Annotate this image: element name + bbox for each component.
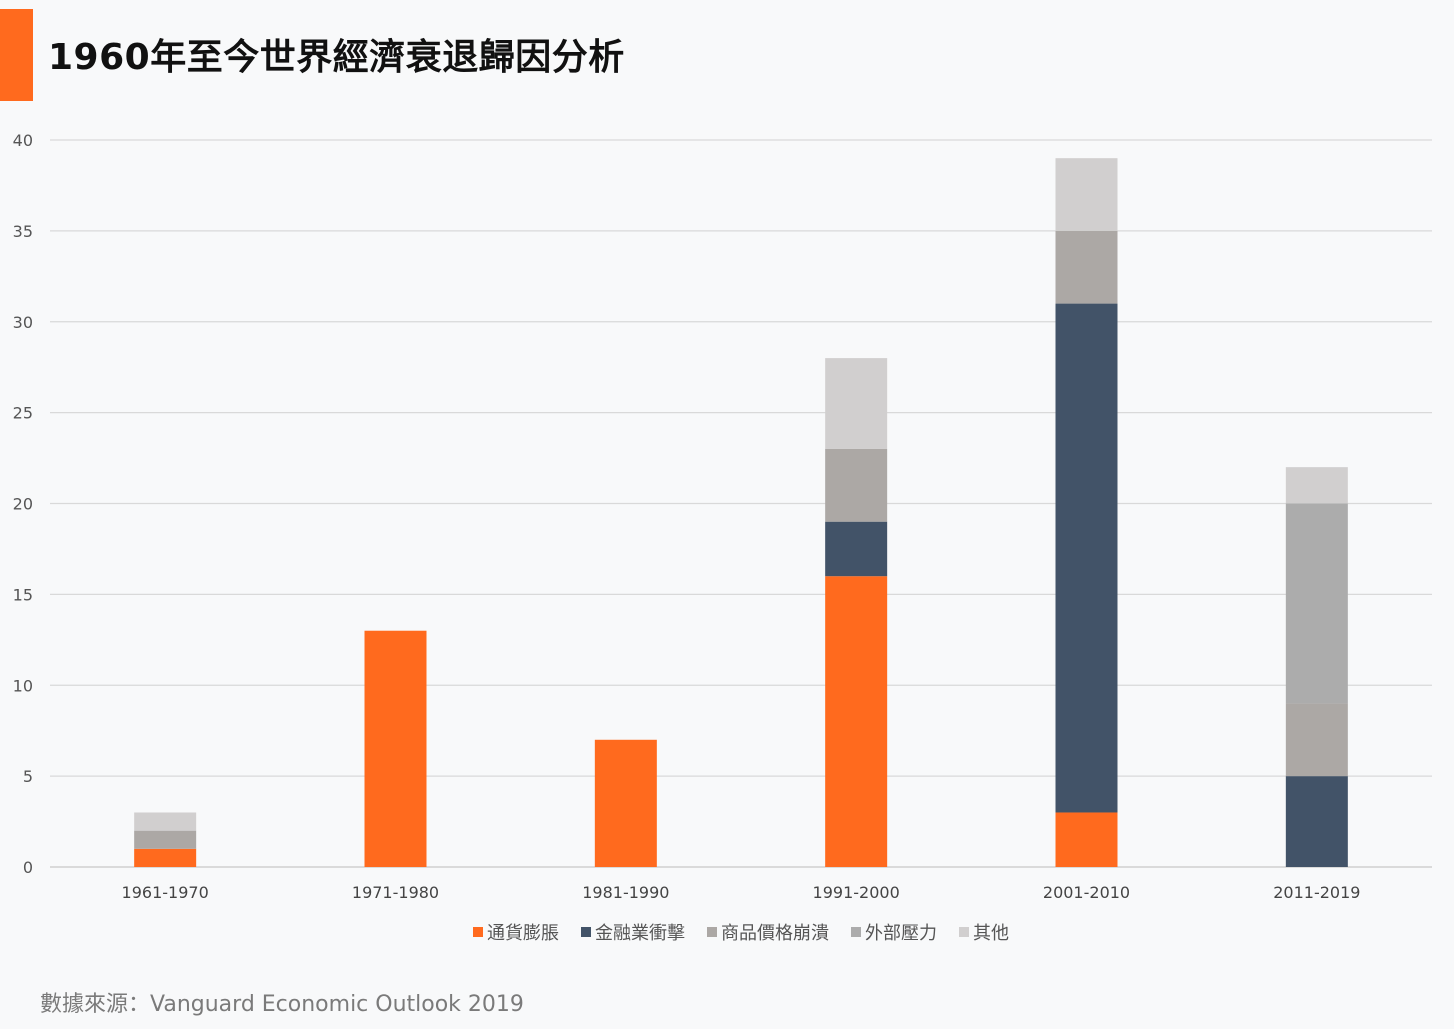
legend-swatch [581,927,591,937]
bar-segment [1285,703,1348,777]
bar-segment [1285,503,1348,704]
legend-swatch [473,927,483,937]
legend-item: 商品價格崩潰 [707,923,829,944]
bar-segment [594,739,657,867]
legend-label: 通貨膨脹 [487,923,559,944]
bar-segment [134,812,197,831]
y-tick-label: 35 [13,222,33,241]
legend-label: 外部壓力 [865,923,937,944]
y-tick-label: 0 [23,858,33,877]
y-tick-label: 10 [13,676,33,695]
legend-item: 金融業衝擊 [581,923,685,944]
x-tick-label: 2001-2010 [1043,883,1130,902]
legend-item: 外部壓力 [851,923,937,944]
x-tick-label: 1971-1980 [352,883,439,902]
y-tick-label: 30 [13,313,33,332]
bar-segment [1055,303,1118,813]
chart-title: 1960年至今世界經濟衰退歸因分析 [48,37,625,78]
bar-segment [364,630,427,867]
legend-swatch [851,927,861,937]
bar-segment [134,830,197,849]
y-tick-label: 15 [13,585,33,604]
legend-item: 其他 [959,923,1009,944]
y-tick-label: 25 [13,404,33,423]
legend-item: 通貨膨脹 [473,923,559,944]
y-tick-label: 20 [13,495,33,514]
x-tick-label: 1961-1970 [122,883,209,902]
source-note: 數據來源：Vanguard Economic Outlook 2019 [40,992,524,1017]
legend-swatch [959,927,969,937]
legend-label: 其他 [973,923,1009,944]
bar-segment [1055,230,1118,304]
bar-segment [825,521,888,577]
bar-segment [1285,467,1348,504]
bar-segment [134,848,197,867]
legend-swatch [707,927,717,937]
legend-label: 商品價格崩潰 [721,923,829,944]
title-accent-bar [0,9,33,101]
bar-segment [1055,812,1118,867]
bar-segment [825,448,888,522]
bar-segment [825,576,888,867]
bar-segment [1055,158,1118,231]
bar-segment [825,358,888,449]
y-tick-label: 5 [23,767,33,786]
stacked-bar-chart: 0 5 10 15 20 25 30 35 40 1961-1970 1971-1980 1981-1… [13,131,1432,944]
y-tick-label: 40 [13,131,33,150]
x-tick-label: 1991-2000 [813,883,900,902]
bar-segment [1285,776,1348,867]
legend-label: 金融業衝擊 [595,923,685,944]
x-tick-label: 1981-1990 [582,883,669,902]
x-tick-label: 2011-2019 [1273,883,1360,902]
